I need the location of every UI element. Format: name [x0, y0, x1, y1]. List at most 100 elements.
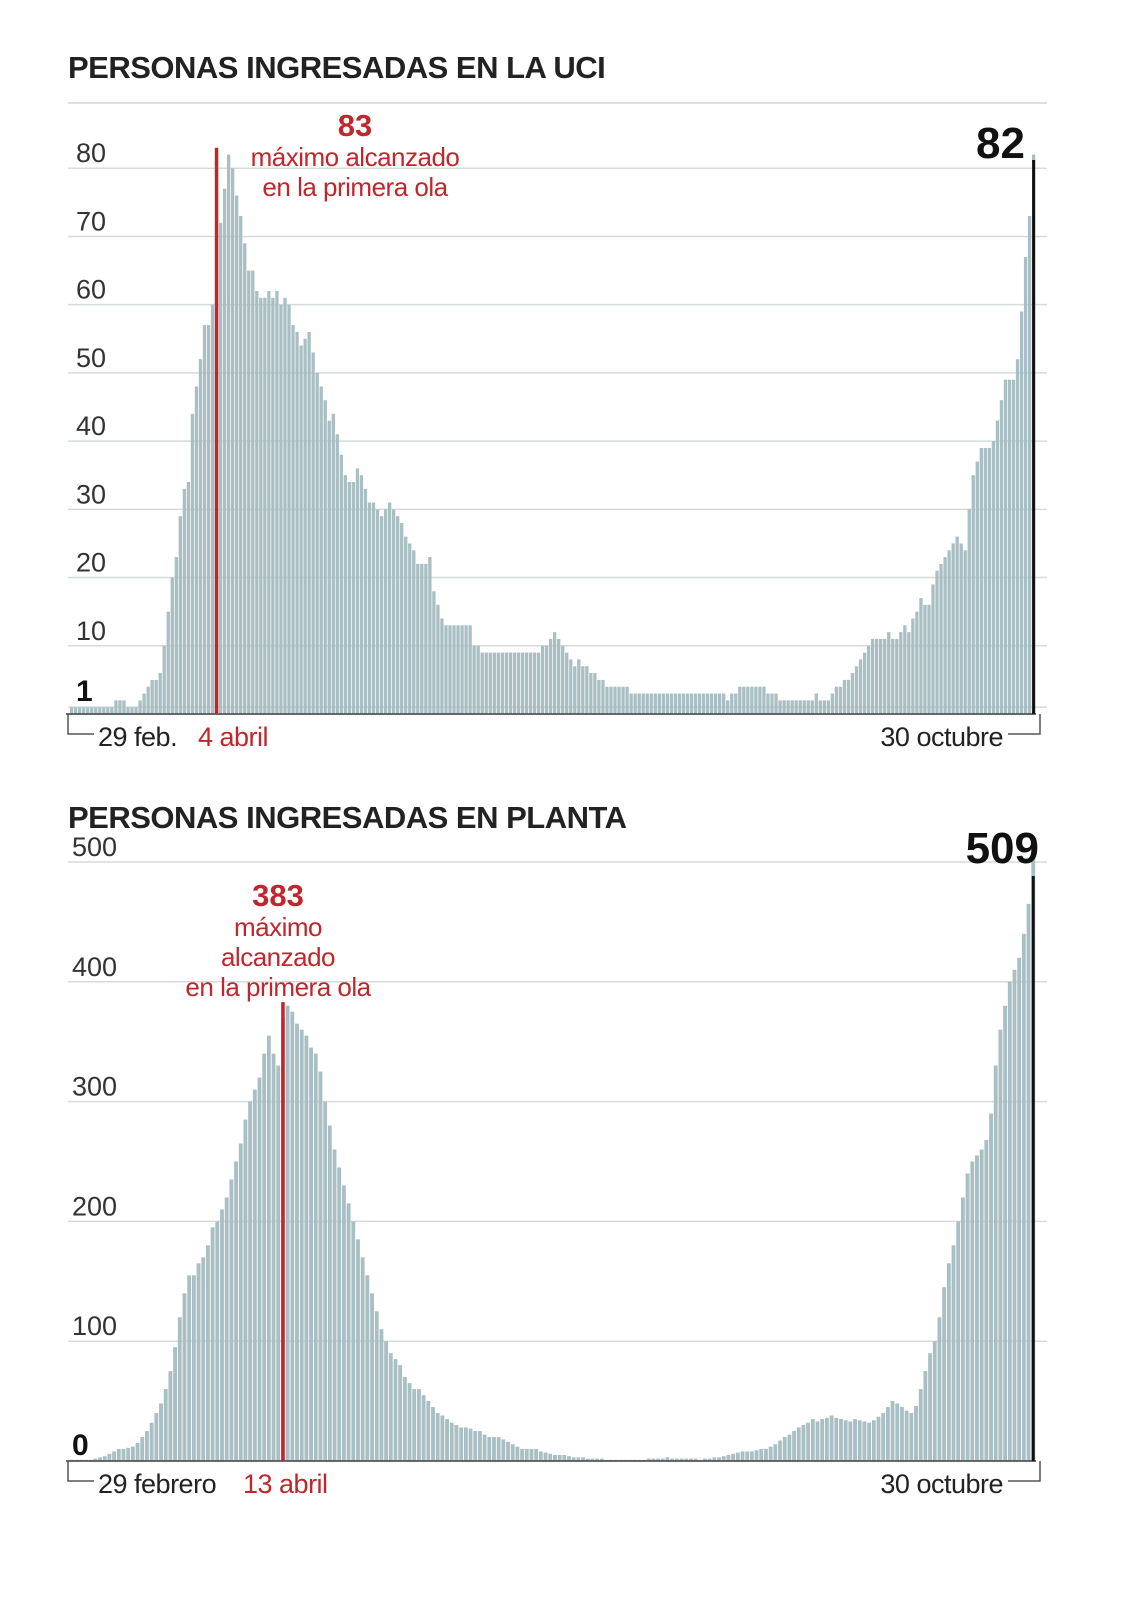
bar: [979, 447, 983, 714]
bar: [360, 1257, 365, 1461]
bar: [937, 1317, 942, 1461]
bar: [398, 1365, 403, 1461]
bar: [790, 700, 794, 714]
bar: [404, 536, 408, 714]
bar: [730, 693, 734, 714]
bar: [259, 297, 263, 714]
bar: [150, 679, 154, 714]
bar: [1015, 359, 1020, 714]
bar: [965, 1173, 970, 1461]
bar: [1027, 215, 1032, 715]
bar: [420, 563, 424, 714]
bar: [309, 1047, 314, 1461]
bar: [332, 1149, 337, 1461]
bar: [299, 1029, 304, 1461]
bar: [106, 707, 110, 714]
bar: [82, 707, 86, 714]
y-tick-label: 10: [76, 616, 106, 646]
bar: [515, 1446, 520, 1461]
bar: [275, 291, 279, 714]
bar: [501, 1439, 506, 1461]
bar: [257, 1077, 262, 1461]
bar: [838, 686, 843, 714]
bar: [356, 1239, 360, 1461]
bar: [163, 1389, 168, 1461]
bar: [78, 707, 82, 714]
bar: [814, 693, 818, 714]
bar: [637, 693, 641, 714]
bar: [492, 652, 496, 714]
bar: [263, 297, 267, 714]
bar: [351, 1221, 356, 1461]
bar: [178, 516, 182, 714]
bar: [343, 475, 347, 714]
bar: [989, 1113, 993, 1461]
bar: [1007, 981, 1012, 1461]
bar: [567, 1456, 571, 1461]
bar: [963, 550, 967, 714]
bar: [251, 270, 255, 714]
bar: [553, 1455, 557, 1461]
bar: [215, 1221, 220, 1461]
bar: [1026, 903, 1031, 1461]
last-value-label: 509: [966, 824, 1039, 873]
bar: [1007, 379, 1012, 714]
bar: [850, 673, 855, 714]
bar: [605, 686, 609, 714]
bar: [669, 693, 674, 714]
bar: [365, 1275, 370, 1461]
bar: [238, 1143, 243, 1461]
bar: [593, 673, 597, 714]
bar: [416, 563, 420, 714]
y-tick-label: 70: [76, 206, 106, 236]
bar: [456, 625, 460, 714]
bar: [665, 693, 669, 714]
bar: [621, 686, 625, 714]
bar: [440, 618, 444, 714]
bar: [412, 550, 416, 714]
bar: [379, 1329, 384, 1461]
bar: [528, 652, 533, 714]
bar: [778, 1440, 782, 1461]
x-axis-end-bracket: [1008, 1461, 1041, 1482]
bar: [476, 645, 480, 714]
bar: [187, 1275, 192, 1461]
y-tick-label: 400: [72, 952, 117, 982]
bar: [875, 638, 879, 714]
bar: [601, 679, 605, 714]
bar: [271, 297, 275, 714]
bar: [557, 1455, 562, 1461]
bar: [384, 1341, 389, 1461]
bar: [726, 700, 730, 714]
bar: [928, 1353, 932, 1461]
planta-bar-chart: 0 100 200 300 400 500 29 febrero 30 octubre 13 a…: [66, 824, 1047, 1499]
bar: [738, 686, 742, 714]
x-axis-start-bracket: [67, 714, 94, 735]
bar: [895, 1403, 900, 1461]
bar: [222, 188, 227, 714]
bar: [448, 625, 452, 714]
bar: [919, 598, 923, 714]
bar: [970, 1161, 975, 1461]
bar: [867, 1422, 872, 1461]
bar: [998, 1029, 1003, 1461]
bar: [625, 686, 629, 714]
bar: [693, 1458, 698, 1461]
bar: [576, 1457, 581, 1461]
bar: [449, 1422, 454, 1461]
bar: [581, 1457, 585, 1461]
bar: [355, 468, 360, 714]
bar: [967, 509, 971, 714]
bar: [331, 413, 335, 714]
bar: [684, 1458, 689, 1461]
bar: [646, 1458, 651, 1461]
bar: [613, 686, 617, 714]
bar: [94, 707, 98, 714]
bar: [126, 707, 130, 714]
bar: [540, 645, 545, 714]
bar: [110, 707, 114, 714]
bar: [375, 509, 380, 714]
bar: [871, 1420, 876, 1461]
bar: [774, 693, 778, 714]
bar: [792, 1431, 797, 1461]
